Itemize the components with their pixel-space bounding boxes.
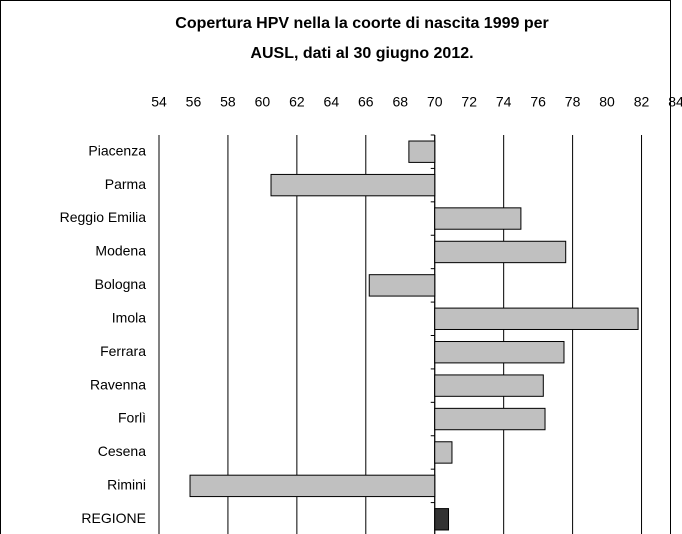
chart-title: Copertura HPV nella la coorte di nascita…: [175, 15, 548, 32]
x-tick-label: 54: [151, 94, 167, 110]
x-tick-label: 64: [324, 94, 340, 110]
x-tick-label: 78: [565, 94, 581, 110]
x-tick-label: 62: [289, 94, 305, 110]
y-tick-label: Cesena: [98, 443, 146, 459]
x-tick-label: 58: [220, 94, 236, 110]
y-tick-label: Rimini: [107, 477, 146, 493]
x-tick-label: 76: [530, 94, 546, 110]
x-tick-label: 68: [392, 94, 408, 110]
bar: [270, 173, 436, 197]
x-tick-label: 66: [358, 94, 374, 110]
bar: [434, 307, 639, 330]
bar: [434, 207, 522, 230]
x-tick-label: 84: [668, 94, 682, 110]
bar: [434, 508, 450, 531]
y-tick-label: Forlì: [118, 410, 146, 426]
bar: [434, 341, 565, 364]
y-tick-label: Parma: [105, 176, 146, 192]
bar: [368, 274, 436, 297]
bar: [434, 441, 453, 464]
x-tick-label: 56: [186, 94, 202, 110]
x-tick-label: 72: [461, 94, 477, 110]
y-tick-label: Piacenza: [88, 142, 146, 158]
y-tick-label: Reggio Emilia: [60, 209, 147, 225]
bar: [434, 374, 544, 397]
x-tick-label: 70: [427, 94, 443, 110]
chart-title: AUSL, dati al 30 giugno 2012.: [250, 45, 473, 62]
x-tick-label: 80: [599, 94, 615, 110]
bar: [434, 407, 546, 431]
bar: [408, 140, 436, 163]
x-tick-label: 74: [496, 94, 512, 110]
y-tick-label: Ravenna: [90, 376, 146, 392]
y-tick-label: REGIONE: [81, 510, 146, 526]
y-tick-label: Imola: [112, 309, 146, 325]
x-tick-label: 60: [255, 94, 271, 110]
x-tick-label: 82: [634, 94, 650, 110]
y-tick-label: Ferrara: [100, 343, 146, 359]
y-tick-label: Modena: [95, 243, 146, 259]
bar: [434, 240, 567, 264]
y-tick-label: Bologna: [95, 276, 147, 292]
bar: [189, 474, 436, 498]
